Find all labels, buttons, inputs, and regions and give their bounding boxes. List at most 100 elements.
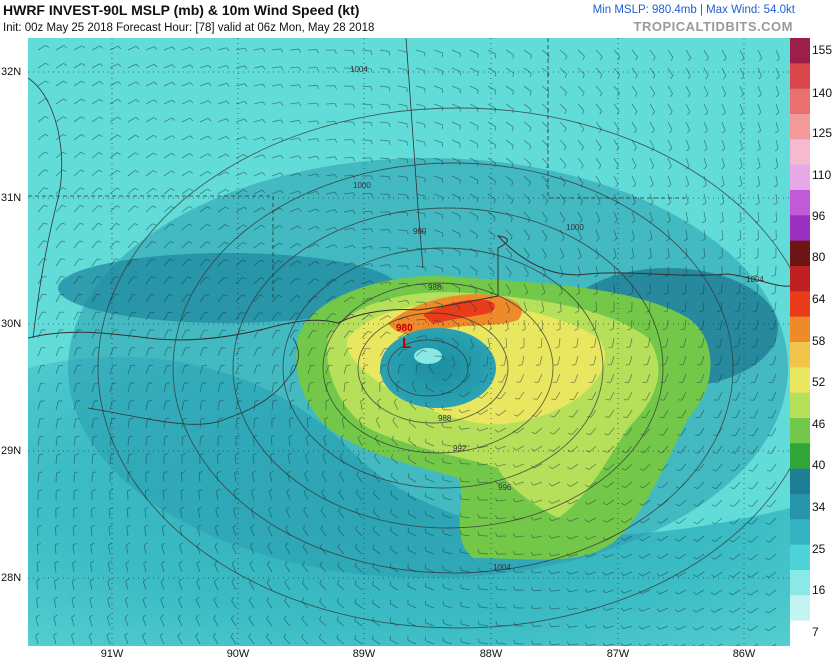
wind-barb (736, 355, 741, 365)
wind-barb (73, 80, 82, 87)
wind-barb-flag (207, 188, 212, 192)
wind-barb-flag (316, 85, 320, 90)
wind-barb (649, 211, 653, 221)
wind-barb (703, 193, 707, 203)
wind-barb-flag (207, 135, 212, 139)
wind-barb-flag (746, 610, 751, 614)
wind-barb (451, 139, 461, 144)
wind-barb-flag (78, 293, 83, 296)
wind-barb-flag (548, 570, 552, 574)
wind-barb (642, 499, 651, 506)
wind-barb-flag (244, 101, 248, 105)
wind-barb (178, 599, 183, 609)
wind-barb (487, 139, 496, 146)
wind-barb-flag (614, 220, 618, 224)
wind-barb-flag (748, 487, 753, 490)
wind-barb-flag (669, 129, 673, 134)
wind-barb-flag (526, 255, 530, 259)
wind-barb (127, 205, 135, 213)
wind-barb-flag (621, 468, 626, 471)
wind-barb (91, 311, 97, 321)
wind-barb-flag (334, 244, 338, 248)
wind-barb (550, 625, 561, 628)
wind-barb-flag (201, 400, 206, 402)
wind-barb-flag (253, 435, 258, 438)
wind-barb-flag (512, 109, 514, 114)
wind-barb-flag (224, 241, 229, 245)
wind-barb (700, 373, 705, 383)
wind-barb (577, 283, 581, 293)
wind-barb (501, 373, 507, 383)
wind-barb-flag (508, 273, 512, 277)
wind-barb (433, 301, 443, 305)
wind-barb-flag (482, 364, 488, 367)
wind-barb (321, 492, 327, 501)
wind-barb-flag (646, 292, 651, 295)
wind-barb-flag (99, 45, 104, 49)
wind-barb (773, 319, 777, 329)
wind-barb (127, 383, 131, 393)
wind-barb (144, 509, 147, 519)
wind-barb (757, 175, 761, 185)
wind-barb (714, 571, 723, 578)
wind-barb-flag (318, 634, 322, 639)
wind-barb-flag (56, 489, 61, 492)
wind-barb-flag (316, 155, 320, 160)
wind-barb (478, 535, 489, 537)
colorbar-tick: 25 (812, 542, 826, 556)
wind-barb (623, 535, 633, 541)
wind-barb (551, 589, 561, 592)
wind-barb-flag (248, 615, 252, 619)
wind-barb (487, 301, 494, 310)
wind-barb-flag (109, 489, 114, 492)
wind-barb-flag (90, 560, 95, 564)
wind-barb (177, 635, 183, 645)
wind-barb-flag (564, 128, 567, 133)
wind-barb-flag (183, 400, 188, 402)
wind-barb (109, 134, 118, 141)
wind-barb (216, 473, 219, 483)
wind-barb-flag (391, 454, 394, 459)
wind-barb-flag (298, 102, 302, 107)
wind-barb (629, 355, 633, 365)
wind-barb (181, 312, 187, 321)
wind-barb (251, 491, 255, 501)
wind-barb-flag (675, 538, 679, 542)
wind-barb-flag (424, 267, 427, 272)
wind-barb-flag (737, 202, 742, 206)
wind-barb (667, 211, 671, 221)
wind-barb-flag (230, 614, 234, 619)
wind-barb-flag (313, 312, 318, 315)
wind-barb (37, 276, 44, 285)
wind-barb-flag (393, 398, 397, 403)
wind-barb-flag (189, 188, 193, 192)
wind-barb (551, 517, 561, 522)
wind-barb-flag (755, 202, 760, 206)
wind-barb-flag (476, 216, 479, 221)
wind-barb-flag (530, 604, 534, 609)
wind-barb-flag (181, 470, 186, 474)
wind-barb-flag (116, 152, 121, 155)
wind-barb (397, 139, 407, 142)
wind-barb-flag (650, 165, 655, 170)
wind-barb (738, 301, 741, 311)
wind-barb (714, 535, 723, 543)
wind-barb-flag (392, 417, 396, 421)
isobar-label: 1000 (353, 181, 371, 190)
wind-barb (415, 265, 425, 268)
wind-barb-flag (61, 258, 66, 260)
wind-barb (415, 247, 425, 250)
wind-barb (302, 528, 309, 537)
wind-barb-flag (557, 310, 562, 314)
wind-barb (199, 418, 202, 429)
wind-barb-flag (151, 258, 156, 261)
wind-barb (757, 85, 762, 95)
wind-barb-flag (718, 256, 723, 259)
wind-barb (408, 477, 417, 483)
wind-barb (199, 117, 209, 123)
wind-barb (623, 571, 633, 576)
wind-barb (235, 241, 244, 249)
wind-barb-flag (512, 533, 516, 538)
wind-barb (390, 494, 399, 501)
wind-barb-flag (301, 597, 305, 602)
